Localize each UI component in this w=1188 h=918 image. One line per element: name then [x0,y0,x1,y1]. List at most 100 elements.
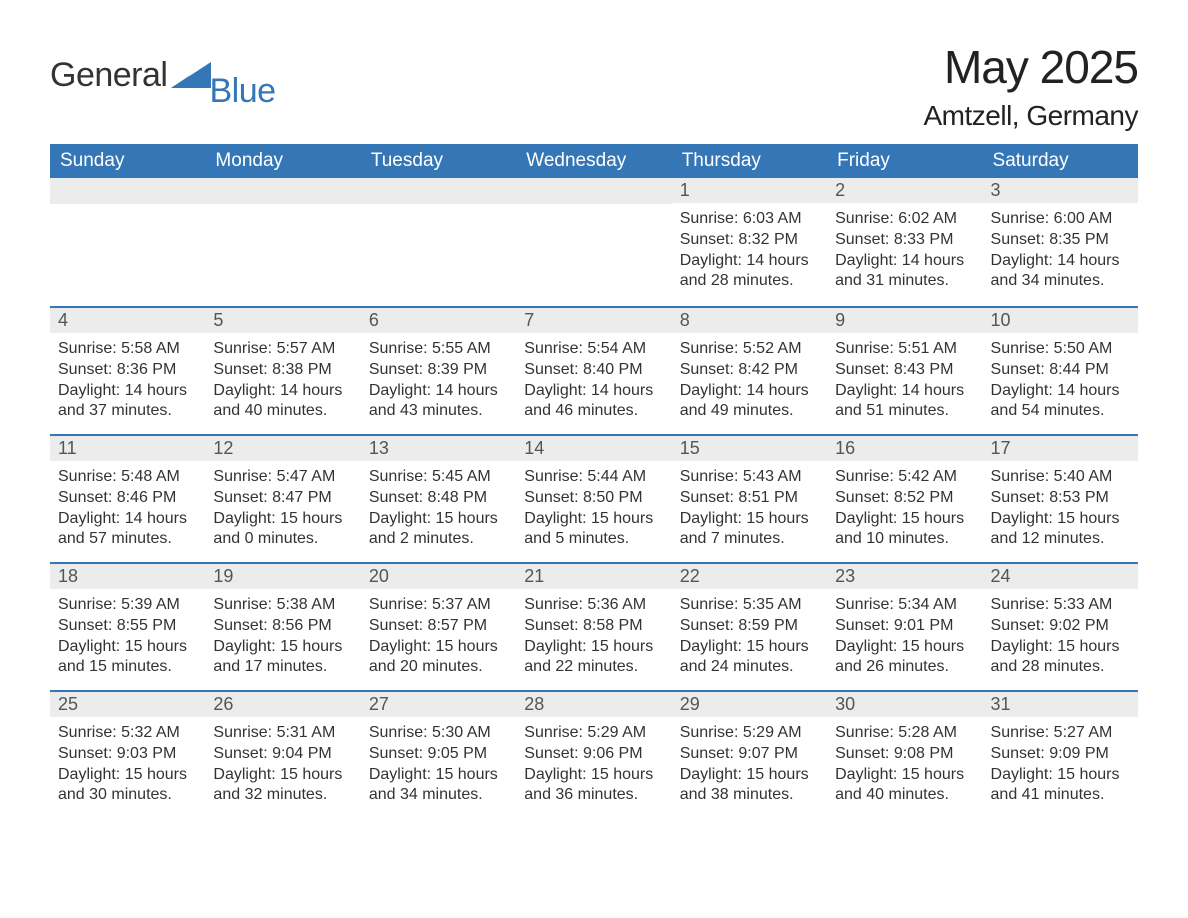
daylight2-text: and 31 minutes. [835,271,974,292]
daylight1-text: Daylight: 15 hours [213,765,352,786]
sunrise-text: Sunrise: 5:50 AM [991,339,1130,360]
sunset-text: Sunset: 8:32 PM [680,230,819,251]
day-number: 31 [983,690,1138,717]
calendar-day-cell: 28Sunrise: 5:29 AMSunset: 9:06 PMDayligh… [516,690,671,818]
daylight1-text: Daylight: 15 hours [991,637,1130,658]
daylight2-text: and 38 minutes. [680,785,819,806]
sunrise-text: Sunrise: 5:35 AM [680,595,819,616]
calendar-day-cell: 22Sunrise: 5:35 AMSunset: 8:59 PMDayligh… [672,562,827,690]
sunset-text: Sunset: 8:51 PM [680,488,819,509]
daylight2-text: and 7 minutes. [680,529,819,550]
day-details: Sunrise: 5:29 AMSunset: 9:07 PMDaylight:… [672,717,827,810]
sunset-text: Sunset: 9:01 PM [835,616,974,637]
daylight1-text: Daylight: 15 hours [369,637,508,658]
daylight1-text: Daylight: 14 hours [524,381,663,402]
sunrise-text: Sunrise: 5:27 AM [991,723,1130,744]
calendar-day-cell: 7 Sunrise: 5:54 AMSunset: 8:40 PMDaylight… [516,306,671,434]
daylight2-text: and 37 minutes. [58,401,197,422]
day-number: 13 [361,434,516,461]
sunrise-text: Sunrise: 5:31 AM [213,723,352,744]
day-number: 7 [516,306,671,333]
sunset-text: Sunset: 8:52 PM [835,488,974,509]
daylight2-text: and 34 minutes. [369,785,508,806]
day-number: 30 [827,690,982,717]
day-number-empty [50,178,205,204]
sunrise-text: Sunrise: 5:28 AM [835,723,974,744]
daylight1-text: Daylight: 15 hours [835,765,974,786]
day-details: Sunrise: 6:03 AMSunset: 8:32 PMDaylight:… [672,203,827,296]
sunset-text: Sunset: 9:03 PM [58,744,197,765]
sunrise-text: Sunrise: 5:33 AM [991,595,1130,616]
day-number: 23 [827,562,982,589]
calendar-day-cell: 14Sunrise: 5:44 AMSunset: 8:50 PMDayligh… [516,434,671,562]
day-number: 8 [672,306,827,333]
sunrise-text: Sunrise: 6:03 AM [680,209,819,230]
daylight1-text: Daylight: 15 hours [524,509,663,530]
day-number: 6 [361,306,516,333]
daylight1-text: Daylight: 15 hours [680,765,819,786]
sunset-text: Sunset: 8:59 PM [680,616,819,637]
day-number: 1 [672,178,827,203]
sunrise-text: Sunrise: 5:54 AM [524,339,663,360]
sunrise-text: Sunrise: 5:29 AM [680,723,819,744]
weekday-header: Saturday [983,144,1138,178]
day-number: 19 [205,562,360,589]
calendar-day-cell: 11Sunrise: 5:48 AMSunset: 8:46 PMDayligh… [50,434,205,562]
sunset-text: Sunset: 8:36 PM [58,360,197,381]
calendar-day-cell: 12Sunrise: 5:47 AMSunset: 8:47 PMDayligh… [205,434,360,562]
weekday-header: Tuesday [361,144,516,178]
daylight1-text: Daylight: 15 hours [213,509,352,530]
sunset-text: Sunset: 9:09 PM [991,744,1130,765]
day-number: 2 [827,178,982,203]
daylight1-text: Daylight: 15 hours [369,765,508,786]
daylight1-text: Daylight: 15 hours [991,765,1130,786]
day-number: 11 [50,434,205,461]
sunrise-text: Sunrise: 5:38 AM [213,595,352,616]
calendar-day-cell: 27Sunrise: 5:30 AMSunset: 9:05 PMDayligh… [361,690,516,818]
calendar-day-cell: 17Sunrise: 5:40 AMSunset: 8:53 PMDayligh… [983,434,1138,562]
calendar-page: General Blue May 2025 Amtzell, Germany S… [0,0,1188,848]
day-details: Sunrise: 6:02 AMSunset: 8:33 PMDaylight:… [827,203,982,296]
day-number-empty [361,178,516,204]
day-details: Sunrise: 5:29 AMSunset: 9:06 PMDaylight:… [516,717,671,810]
calendar-day-cell [516,178,671,306]
page-header: General Blue May 2025 Amtzell, Germany [50,40,1138,132]
brand-text-blue: Blue [209,72,275,111]
day-number: 22 [672,562,827,589]
day-details: Sunrise: 5:38 AMSunset: 8:56 PMDaylight:… [205,589,360,682]
daylight2-text: and 22 minutes. [524,657,663,678]
calendar-day-cell: 25Sunrise: 5:32 AMSunset: 9:03 PMDayligh… [50,690,205,818]
day-details: Sunrise: 5:55 AMSunset: 8:39 PMDaylight:… [361,333,516,426]
calendar-table: Sunday Monday Tuesday Wednesday Thursday… [50,144,1138,818]
daylight2-text: and 0 minutes. [213,529,352,550]
daylight1-text: Daylight: 15 hours [58,637,197,658]
sunset-text: Sunset: 8:40 PM [524,360,663,381]
calendar-day-cell: 5Sunrise: 5:57 AMSunset: 8:38 PMDaylight… [205,306,360,434]
sunrise-text: Sunrise: 5:45 AM [369,467,508,488]
day-number: 18 [50,562,205,589]
calendar-day-cell: 10Sunrise: 5:50 AMSunset: 8:44 PMDayligh… [983,306,1138,434]
daylight1-text: Daylight: 15 hours [58,765,197,786]
daylight1-text: Daylight: 15 hours [524,637,663,658]
calendar-day-cell: 15Sunrise: 5:43 AMSunset: 8:51 PMDayligh… [672,434,827,562]
day-details: Sunrise: 5:57 AMSunset: 8:38 PMDaylight:… [205,333,360,426]
day-details: Sunrise: 5:33 AMSunset: 9:02 PMDaylight:… [983,589,1138,682]
day-number: 14 [516,434,671,461]
calendar-day-cell: 8Sunrise: 5:52 AMSunset: 8:42 PMDaylight… [672,306,827,434]
daylight2-text: and 40 minutes. [835,785,974,806]
sunset-text: Sunset: 8:55 PM [58,616,197,637]
daylight1-text: Daylight: 14 hours [835,251,974,272]
daylight2-text: and 34 minutes. [991,271,1130,292]
daylight1-text: Daylight: 15 hours [835,637,974,658]
daylight1-text: Daylight: 15 hours [991,509,1130,530]
calendar-day-cell: 3Sunrise: 6:00 AMSunset: 8:35 PMDaylight… [983,178,1138,306]
calendar-day-cell: 16Sunrise: 5:42 AMSunset: 8:52 PMDayligh… [827,434,982,562]
calendar-day-cell: 23Sunrise: 5:34 AMSunset: 9:01 PMDayligh… [827,562,982,690]
calendar-week-row: 4Sunrise: 5:58 AMSunset: 8:36 PMDaylight… [50,306,1138,434]
sunrise-text: Sunrise: 5:52 AM [680,339,819,360]
daylight1-text: Daylight: 15 hours [680,509,819,530]
day-number: 16 [827,434,982,461]
day-details: Sunrise: 5:35 AMSunset: 8:59 PMDaylight:… [672,589,827,682]
sunset-text: Sunset: 8:58 PM [524,616,663,637]
calendar-day-cell: 24Sunrise: 5:33 AMSunset: 9:02 PMDayligh… [983,562,1138,690]
